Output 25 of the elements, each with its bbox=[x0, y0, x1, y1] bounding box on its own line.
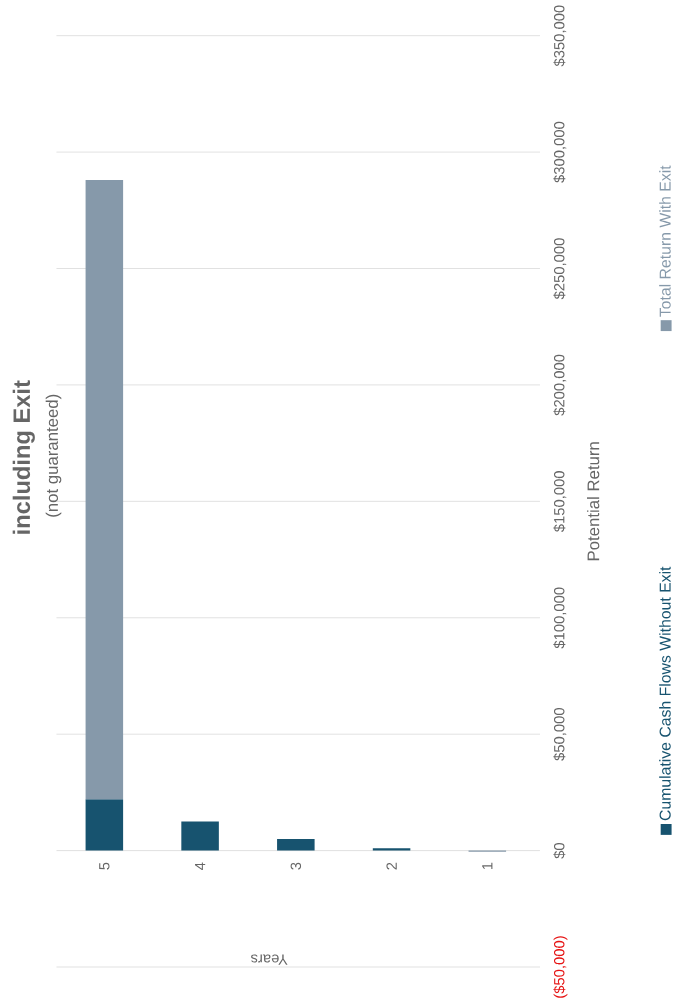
x-axis-title: Years bbox=[251, 954, 288, 965]
bar bbox=[373, 848, 411, 851]
y-tick-label: $200,000 bbox=[553, 354, 567, 416]
x-tick-label: 5 bbox=[99, 862, 110, 870]
text: Cumulative Cash Flows Without Exit bbox=[659, 566, 671, 821]
x-tick-label: 4 bbox=[195, 862, 206, 870]
x-tick-label: 3 bbox=[290, 862, 302, 870]
y-tick-label: $100,000 bbox=[553, 587, 567, 649]
bar bbox=[181, 821, 220, 851]
y-tick-label: ($50,000) bbox=[553, 936, 568, 998]
bar bbox=[85, 799, 124, 851]
y-tick-label: $300,000 bbox=[553, 121, 567, 183]
y-tick-label: $150,000 bbox=[553, 471, 567, 533]
x-tick-label: 2 bbox=[386, 862, 397, 870]
y-tick-label: $50,000 bbox=[553, 708, 567, 761]
y-tick-label: $250,000 bbox=[553, 238, 567, 300]
text: Total Return With Exit bbox=[659, 165, 671, 317]
y-axis-title: Potential Return bbox=[587, 442, 600, 561]
text: including Exit bbox=[12, 380, 36, 534]
bar bbox=[277, 838, 315, 851]
bar bbox=[85, 180, 124, 800]
y-tick-label: $350,000 bbox=[553, 5, 567, 67]
x-tick-label: 1 bbox=[482, 862, 493, 870]
y-tick-label: $0 bbox=[553, 842, 566, 859]
text: (not guaranteed) bbox=[45, 394, 62, 517]
